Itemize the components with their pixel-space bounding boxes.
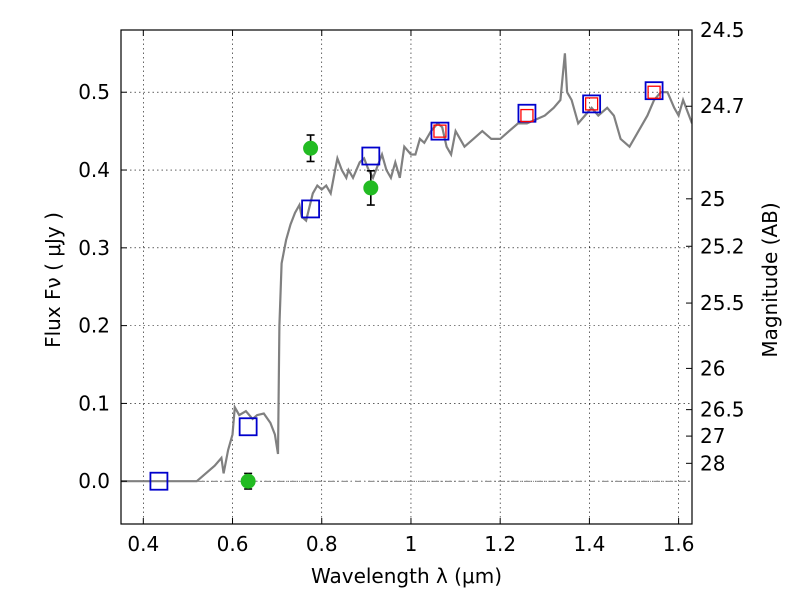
y-tick-label: 0.3: [78, 236, 110, 260]
right-tick-label: 26.5: [700, 398, 745, 422]
right-tick-label: 24.5: [700, 18, 745, 42]
right-tick-label: 28: [700, 451, 725, 475]
tick-labels: 0.4 0.6 0.8 1 1.2 1.4 1.6 0.0 0.1 0.2 0.3 0.4 0.5 24.…: [78, 18, 744, 556]
right-tick-label: 24.7: [700, 94, 745, 118]
x-tick-label: 1.6: [663, 532, 695, 556]
right-tick-label: 25: [700, 187, 725, 211]
right-tick-label: 27: [700, 424, 725, 448]
x-tick-label: 1: [405, 532, 418, 556]
right-tick-label: 26: [700, 356, 725, 380]
y-tick-label: 0.2: [78, 314, 110, 338]
axis-ticks: [121, 29, 692, 524]
x-axis-title: Wavelength λ (μm): [311, 564, 502, 588]
photometry-blue-squares-marker: [644, 81, 664, 101]
right-tick-label: 25.2: [700, 234, 745, 258]
y-tick-label: 0.0: [78, 469, 110, 493]
model-spectrum-line: [121, 53, 692, 483]
right-tick-label: 25.5: [700, 291, 745, 315]
x-tick-label: 1.4: [573, 532, 605, 556]
photometry-blue-squares-marker: [361, 146, 381, 166]
photometry-red-squares-marker: [647, 85, 661, 99]
photometry-red-squares-marker: [584, 97, 599, 111]
photometry-green-points-marker: [363, 180, 379, 196]
photometry-blue-squares-marker: [582, 94, 602, 114]
photometry-blue-squares-marker: [430, 121, 450, 141]
photometry-blue-squares-marker: [149, 471, 169, 491]
x-tick-label: 0.6: [217, 532, 249, 556]
photometry-green-points-marker: [303, 140, 319, 156]
right-axis-title: Magnitude (AB): [758, 202, 782, 357]
y-tick-label: 0.1: [78, 391, 110, 415]
x-tick-label: 1.2: [484, 532, 516, 556]
photometry-red-squares-marker: [433, 124, 447, 138]
grid-lines: [121, 30, 692, 524]
y-tick-label: 0.5: [78, 80, 110, 104]
photometry-markers: [149, 81, 664, 491]
x-tick-label: 0.8: [306, 532, 338, 556]
photometry-blue-squares-marker: [238, 417, 258, 437]
plot-frame: [120, 29, 693, 525]
photometry-green-points-marker: [240, 473, 256, 489]
y-axis-title: Flux Fν ( μJy ): [41, 212, 65, 348]
y-tick-label: 0.4: [78, 158, 110, 182]
x-tick-label: 0.4: [127, 532, 159, 556]
photometry-blue-squares-marker: [301, 199, 320, 219]
photometry-red-squares-marker: [520, 108, 534, 123]
